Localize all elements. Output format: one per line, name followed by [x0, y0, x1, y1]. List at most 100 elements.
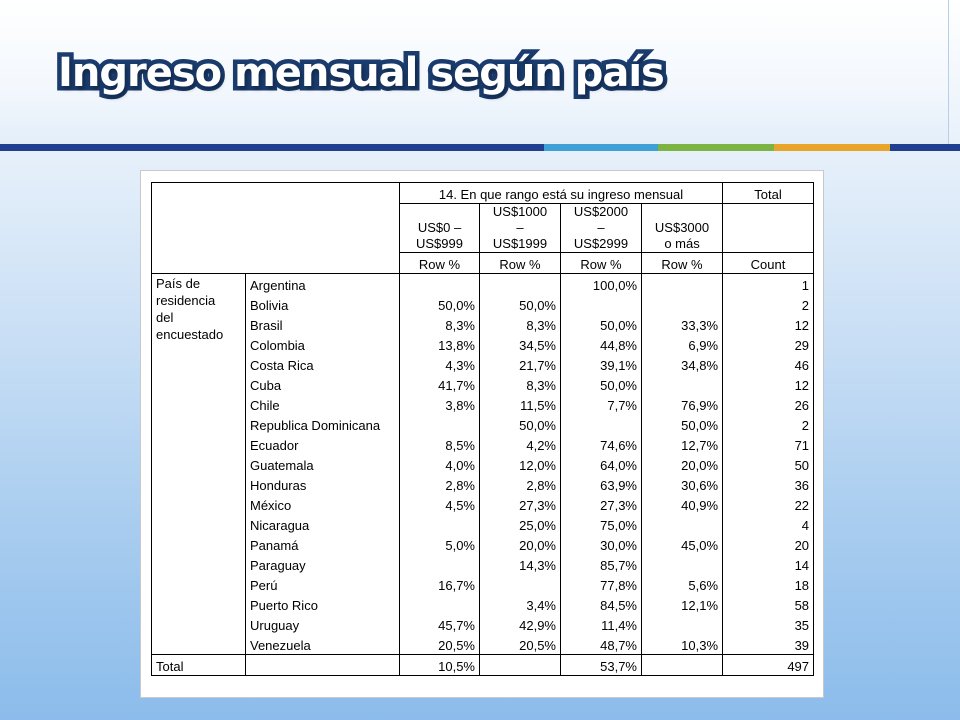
row-percent-cell: 10,3% [640, 634, 724, 655]
count-cell: 1 [722, 273, 815, 294]
accent-segment-green [658, 144, 774, 151]
row-percent-cell: 85,7% [560, 554, 642, 574]
row-percent-cell: 8,3% [479, 314, 561, 334]
count-cell: 26 [722, 394, 815, 414]
row-percent-cell: 8,3% [399, 314, 480, 334]
row-percent-cell: 20,5% [399, 634, 480, 655]
header-row-question: 14. En que rango está su ingreso mensual… [151, 182, 815, 204]
count-cell: 4 [722, 514, 815, 534]
table-row: Guatemala 4,0% 12,0% 64,0% 20,0% 50 [152, 454, 815, 474]
row-percent-cell [640, 614, 724, 634]
row-percent-cell [479, 574, 561, 594]
row-percent-cell: 50,0% [479, 414, 561, 434]
count-cell: 35 [722, 614, 815, 634]
row-percent-cell: 27,3% [560, 494, 642, 514]
table-row: Costa Rica 4,3% 21,7% 39,1% 34,8% 46 [152, 354, 815, 374]
table-row: Bolivia 50,0% 50,0% 2 [152, 294, 815, 314]
row-percent-cell: 44,8% [560, 334, 642, 354]
row-percent-cell: 8,5% [399, 434, 480, 454]
table-row: Panamá 5,0% 20,0% 30,0% 45,0% 20 [152, 534, 815, 554]
row-percent-cell: 25,0% [479, 514, 561, 534]
row-percent-cell: 63,9% [560, 474, 642, 494]
row-percent-cell: 41,7% [399, 374, 480, 394]
row-percent-cell [399, 554, 480, 574]
row-percent-cell [640, 273, 724, 294]
country-label: Paraguay [245, 554, 400, 574]
table-row: Uruguay 45,7% 42,9% 11,4% 35 [152, 614, 815, 634]
total-header: Total [722, 182, 815, 204]
header-corner-cell-2 [151, 203, 400, 253]
table-row: México 4,5% 27,3% 27,3% 40,9% 22 [152, 494, 815, 514]
total-header-blank [722, 203, 815, 253]
country-label: Guatemala [245, 454, 400, 474]
unit-header: Row % [399, 252, 480, 274]
row-percent-cell: 16,7% [399, 574, 480, 594]
table-row: Colombia 13,8% 34,5% 44,8% 6,9% 29 [152, 334, 815, 354]
country-label: Colombia [245, 334, 400, 354]
count-cell: 29 [722, 334, 815, 354]
category-header: US$2000 – US$2999 [560, 203, 642, 253]
row-percent-cell: 11,4% [560, 614, 642, 634]
category-header-line: US$0 – [417, 220, 462, 235]
row-percent-cell: 2,8% [479, 474, 561, 494]
total-row-blank [245, 654, 400, 676]
country-label: Nicaragua [245, 514, 400, 534]
country-label: Venezuela [245, 634, 400, 655]
table-row: Chile 3,8% 11,5% 7,7% 76,9% 26 [152, 394, 815, 414]
row-percent-cell: 30,0% [560, 534, 642, 554]
table-row: Brasil 8,3% 8,3% 50,0% 33,3% 12 [152, 314, 815, 334]
table-row: Puerto Rico 3,4% 84,5% 12,1% 58 [152, 594, 815, 614]
accent-segment-gold [774, 144, 890, 151]
row-percent-cell: 27,3% [479, 494, 561, 514]
table-row: País de residencia del encuestado Argentina 1… [151, 273, 815, 655]
country-label: México [245, 494, 400, 514]
row-percent-cell: 20,0% [640, 454, 724, 474]
count-cell: 2 [722, 294, 815, 314]
count-cell: 18 [722, 574, 815, 594]
row-percent-cell [640, 374, 724, 394]
unit-header: Row % [560, 252, 642, 274]
unit-header: Row % [640, 252, 724, 274]
row-percent-cell: 12,1% [640, 594, 724, 614]
row-percent-cell [399, 273, 480, 294]
row-percent-cell: 64,0% [560, 454, 642, 474]
crosstab-table: 14. En que rango está su ingreso mensual… [151, 182, 815, 676]
row-percent-cell [399, 594, 480, 614]
unit-header: Count [722, 252, 815, 274]
row-percent-cell: 21,7% [479, 354, 561, 374]
table-row: Perú 16,7% 77,8% 5,6% 18 [152, 574, 815, 594]
table-row: Nicaragua 25,0% 75,0% 4 [152, 514, 815, 534]
row-percent-cell: 20,0% [479, 534, 561, 554]
category-header-line: – [516, 220, 524, 235]
row-percent-cell: 11,5% [479, 394, 561, 414]
total-cell [479, 654, 561, 676]
row-percent-cell: 39,1% [560, 354, 642, 374]
row-percent-cell: 84,5% [560, 594, 642, 614]
row-percent-cell: 14,3% [479, 554, 561, 574]
row-percent-cell [399, 414, 480, 434]
group-label-line: residencia [156, 293, 216, 308]
count-cell: 12 [722, 314, 815, 334]
row-percent-cell: 50,0% [399, 294, 480, 314]
country-label: Costa Rica [245, 354, 400, 374]
category-header: US$1000 – US$1999 [479, 203, 561, 253]
row-percent-cell [640, 514, 724, 534]
category-header-line: US$3000 [654, 220, 710, 235]
table-row: Cuba 41,7% 8,3% 50,0% 12 [152, 374, 815, 394]
count-cell: 20 [722, 534, 815, 554]
category-header-line: o más [664, 236, 700, 251]
row-percent-cell: 50,0% [640, 414, 724, 434]
row-percent-cell: 48,7% [560, 634, 642, 655]
total-row-label: Total [151, 654, 246, 676]
row-percent-cell: 5,0% [399, 534, 480, 554]
row-percent-cell [479, 273, 561, 294]
row-percent-cell: 76,9% [640, 394, 724, 414]
row-percent-cell: 12,7% [640, 434, 724, 454]
row-percent-cell: 42,9% [479, 614, 561, 634]
country-label: Honduras [245, 474, 400, 494]
country-label: Perú [245, 574, 400, 594]
group-label-line: País de [156, 276, 201, 291]
row-percent-cell: 7,7% [560, 394, 642, 414]
data-rows: País de residencia del encuestado Argentina 1… [151, 273, 815, 655]
row-percent-cell: 13,8% [399, 334, 480, 354]
